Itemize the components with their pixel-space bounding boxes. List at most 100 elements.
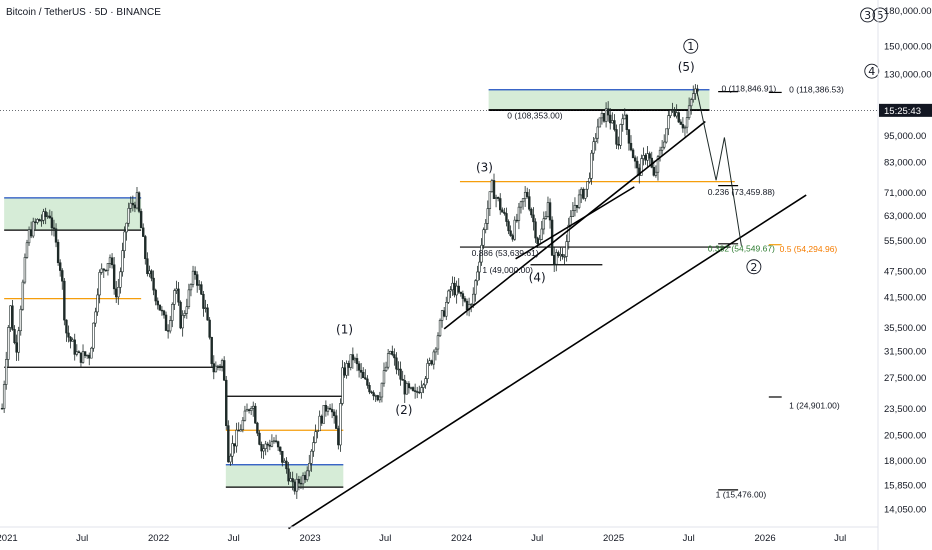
candle-body [434, 348, 438, 353]
candle-body [463, 298, 467, 302]
fib-label: 0.886 (53,639.61) [472, 248, 539, 258]
candle-body [399, 368, 402, 380]
candle-body [32, 221, 35, 237]
candle-body [121, 250, 124, 273]
candle-body [579, 188, 583, 196]
candle-body [179, 301, 182, 329]
zone-box [225, 464, 344, 488]
candle-body [295, 478, 299, 492]
candle-body [692, 93, 695, 100]
candle-body [349, 354, 352, 368]
candle-body [189, 284, 193, 291]
price-tick-label: 15,850.00 [884, 481, 926, 492]
candle-body [50, 217, 54, 229]
candle-body [646, 153, 649, 161]
candle-body [482, 229, 485, 246]
candle-body [283, 460, 286, 463]
fib-label: 1 (49,000.00) [482, 265, 533, 275]
time-scale[interactable]: 2021 Jul 2022 Jul 2023 Jul 2024 Jul 2025 Jul 2026 J… [0, 533, 846, 544]
candle-body [220, 360, 224, 367]
candle-body [494, 197, 498, 199]
candle-body [376, 395, 379, 401]
trendlines-layer [288, 89, 807, 530]
price-tick-label: 23,500.00 [884, 404, 926, 415]
candle-body [644, 155, 647, 161]
candle-body [440, 310, 444, 321]
price-tick-label: 180,000.00 [884, 6, 932, 17]
candle-body [293, 481, 296, 492]
candle-body [139, 211, 143, 229]
candle-body [187, 289, 191, 308]
candle-body [52, 227, 56, 230]
candle-body [160, 309, 164, 312]
candle-body [0, 408, 4, 410]
candle-body [125, 222, 128, 233]
candle-body [438, 320, 442, 337]
candle-body [418, 391, 421, 394]
candle-body [281, 450, 284, 463]
candle-body [478, 261, 481, 273]
candle-body [123, 231, 126, 251]
candle-body [557, 252, 560, 256]
candle-body [559, 254, 562, 256]
candle-body [486, 208, 489, 224]
candle-body [40, 219, 43, 222]
candle-body [432, 351, 436, 365]
candle-body [308, 463, 311, 472]
current-price-time: 15:25:43 [884, 106, 921, 117]
candle-body [675, 112, 678, 117]
candle-body [625, 114, 629, 130]
candle-body [200, 284, 203, 295]
candle-body [660, 146, 664, 151]
candle-body [552, 255, 556, 265]
candle-body [534, 221, 537, 239]
candle-body [106, 263, 110, 271]
candle-body [272, 440, 276, 443]
candle-body [299, 482, 303, 485]
candle-body [297, 478, 301, 484]
candle-body [362, 371, 365, 379]
candle-body [430, 360, 433, 365]
candle-body [129, 202, 132, 209]
candle-body [104, 269, 108, 272]
wave-label: (3) [476, 160, 493, 174]
candle-body [98, 272, 101, 296]
labels-layer: 0 (118,846.91) 0 (118,386.53) 0 (108,353.0… [336, 7, 888, 499]
candle-body [683, 126, 687, 129]
candle-body [596, 126, 599, 139]
candle-body [252, 405, 255, 409]
candle-body [54, 228, 58, 243]
candle-body [164, 314, 168, 331]
time-tick-label: Jul [531, 533, 543, 544]
candle-body [372, 392, 375, 397]
wave-circle [860, 7, 876, 23]
price-tick-label: 14,050.00 [884, 504, 926, 515]
candle-body [509, 230, 512, 236]
time-tick-label: 2023 [300, 533, 321, 544]
candle-body [198, 284, 201, 286]
candle-body [117, 286, 120, 298]
candle-body [484, 223, 487, 230]
candle-body [442, 310, 446, 317]
candle-body [611, 120, 614, 124]
candle-body [584, 188, 587, 199]
price-tick-label: 95,000.00 [884, 131, 926, 142]
candle-body [65, 319, 68, 334]
candle-body [270, 441, 274, 447]
candle-body [561, 254, 564, 257]
candle-body [206, 307, 209, 321]
candle-body [648, 153, 651, 159]
candle-body [23, 257, 27, 283]
time-tick-label: Jul [228, 533, 240, 544]
candle-body [222, 360, 226, 381]
candle-body [195, 274, 199, 286]
candle-body [214, 365, 218, 373]
candle-body [633, 157, 637, 162]
candle-body [519, 201, 523, 208]
candle-body [324, 405, 328, 412]
candle-body [590, 152, 593, 179]
price-scale[interactable]: 180,000.00 150,000.00 130,000.00 95,000.00 8… [884, 6, 932, 515]
candle-body [227, 425, 230, 463]
candle-body [420, 387, 423, 394]
